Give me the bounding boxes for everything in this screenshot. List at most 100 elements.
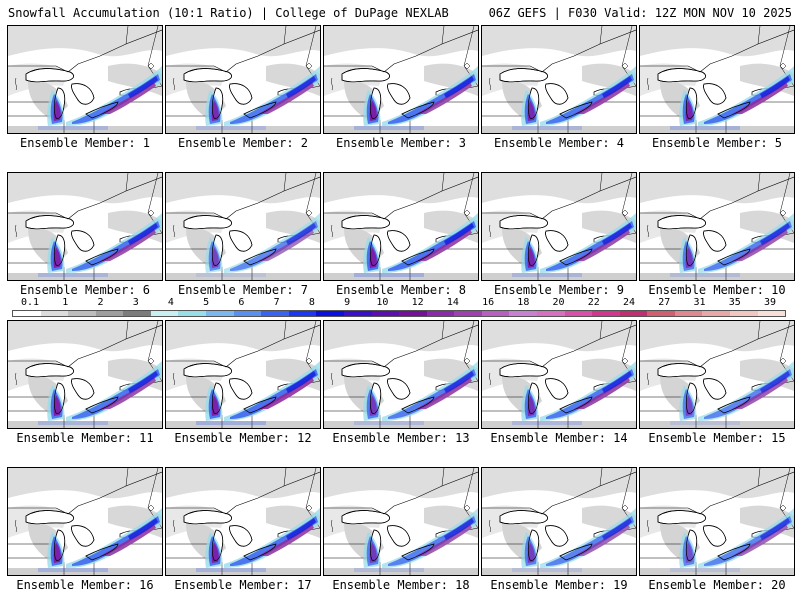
ensemble-member-map: [323, 467, 479, 576]
colorbar-tick-label: 35: [728, 297, 741, 308]
colorbar-swatch: [343, 311, 372, 316]
ensemble-member-map: [323, 25, 479, 134]
colorbar-tick-label: 3: [132, 297, 139, 308]
colorbar-swatch: [454, 311, 482, 316]
colorbar-tick-label: 22: [587, 297, 600, 308]
ensemble-member-label: Ensemble Member: 5: [651, 136, 783, 150]
ensemble-member-map: [7, 467, 163, 576]
colorbar-swatch: [647, 311, 675, 316]
colorbar-swatch: [40, 311, 69, 316]
colorbar-tick-label: 8: [308, 297, 315, 308]
ensemble-member-label: Ensemble Member: 16: [16, 578, 154, 592]
ensemble-member-label: Ensemble Member: 14: [490, 431, 628, 445]
snowfall-map-svg: [482, 468, 636, 575]
snowfall-map-svg: [482, 321, 636, 428]
snowfall-map-svg: [482, 173, 636, 280]
colorbar-tick-label: 16: [482, 297, 495, 308]
colorbar-tick-label: 4: [167, 297, 174, 308]
ensemble-member-map: [639, 320, 795, 429]
snowfall-map-svg: [640, 26, 794, 133]
colorbar-tick-label: 2: [97, 297, 104, 308]
colorbar-swatch: [674, 311, 703, 316]
ensemble-member-map: [481, 25, 637, 134]
colorbar-swatch: [68, 311, 96, 316]
colorbar-tick-label: 9: [344, 297, 351, 308]
ensemble-member-map: [7, 25, 163, 134]
colorbar-tick-label: 6: [238, 297, 245, 308]
model-run-info: 06Z GEFS | F030 Valid: 12Z MON NOV 10 20…: [488, 6, 792, 20]
ensemble-member-map: [165, 320, 321, 429]
colorbar-tick-label: 14: [446, 297, 459, 308]
colorbar-tick-label: 31: [693, 297, 706, 308]
snowfall-map-svg: [8, 26, 162, 133]
ensemble-member-label: Ensemble Member: 18: [332, 578, 470, 592]
colorbar-tick-label: 24: [623, 297, 636, 308]
ensemble-member-label: Ensemble Member: 10: [648, 283, 786, 297]
ensemble-member-label: Ensemble Member: 12: [174, 431, 312, 445]
ensemble-member-map: [639, 172, 795, 281]
colorbar-tick-label: 39: [763, 297, 777, 308]
snowfall-map-svg: [166, 26, 320, 133]
snowfall-map-svg: [8, 468, 162, 575]
snowfall-map-svg: [324, 321, 478, 428]
snowfall-map-svg: [8, 173, 162, 280]
colorbar-swatch: [702, 311, 731, 316]
colorbar-tick-label: 27: [658, 297, 671, 308]
colorbar-tick-label: 10: [376, 297, 389, 308]
ensemble-member-label: Ensemble Member: 20: [648, 578, 786, 592]
ensemble-member-map: [165, 467, 321, 576]
colorbar-tick-label: 7: [273, 297, 280, 308]
colorbar-tick-labels: 0.1 1 2 3 4 5 6 7 8 9 10 12 14 16 18 20 22 24 27 31 35 39: [12, 297, 786, 309]
ensemble-member-map: [323, 320, 479, 429]
snowfall-map-svg: [640, 173, 794, 280]
snowfall-map-svg: [166, 468, 320, 575]
snowfall-map-svg: [324, 173, 478, 280]
ensemble-member-label: Ensemble Member: 1: [19, 136, 151, 150]
colorbar-swatch: [619, 311, 648, 316]
colorbar-swatch: [95, 311, 124, 316]
colorbar-tick-label: 0.1: [20, 297, 40, 308]
colorbar-swatch: [233, 311, 262, 316]
snowfall-map-svg: [482, 26, 636, 133]
chart-title: Snowfall Accumulation (10:1 Ratio) | Col…: [8, 6, 449, 20]
ensemble-member-map: [639, 467, 795, 576]
ensemble-member-label: Ensemble Member: 7: [177, 283, 309, 297]
ensemble-member-label: Ensemble Member: 15: [648, 431, 786, 445]
snowfall-map-svg: [324, 26, 478, 133]
colorbar-swatch: [316, 311, 344, 316]
colorbar-swatch: [123, 311, 151, 316]
colorbar-swatch: [481, 311, 510, 316]
snowfall-map-svg: [324, 468, 478, 575]
colorbar-swatch: [564, 311, 593, 316]
colorbar-swatch: [206, 311, 234, 316]
colorbar-tick-label: 20: [552, 297, 565, 308]
colorbar-tick-label: 12: [411, 297, 424, 308]
ensemble-member-label: Ensemble Member: 3: [335, 136, 467, 150]
colorbar-swatch: [399, 311, 427, 316]
snowfall-map-svg: [8, 321, 162, 428]
colorbar-swatch: [13, 311, 41, 316]
ensemble-member-label: Ensemble Member: 19: [490, 578, 628, 592]
ensemble-member-label: Ensemble Member: 4: [493, 136, 625, 150]
ensemble-member-map: [7, 172, 163, 281]
colorbar-swatch: [178, 311, 207, 316]
snowfall-map-svg: [166, 173, 320, 280]
ensemble-member-label: Ensemble Member: 8: [335, 283, 467, 297]
snowfall-map-svg: [640, 321, 794, 428]
ensemble-member-map: [7, 320, 163, 429]
colorbar-swatch: [288, 311, 317, 316]
colorbar-swatch: [426, 311, 455, 316]
colorbar-tick-label: 1: [62, 297, 69, 308]
snowfall-colorbar: [12, 310, 786, 317]
ensemble-member-map: [481, 467, 637, 576]
colorbar-swatch: [536, 311, 565, 316]
snowfall-map-svg: [640, 468, 794, 575]
colorbar-swatch: [592, 311, 620, 316]
ensemble-member-map: [481, 320, 637, 429]
ensemble-member-label: Ensemble Member: 2: [177, 136, 309, 150]
ensemble-member-map: [323, 172, 479, 281]
ensemble-member-map: [165, 25, 321, 134]
ensemble-member-label: Ensemble Member: 13: [332, 431, 470, 445]
ensemble-member-label: Ensemble Member: 9: [493, 283, 625, 297]
ensemble-member-map: [481, 172, 637, 281]
